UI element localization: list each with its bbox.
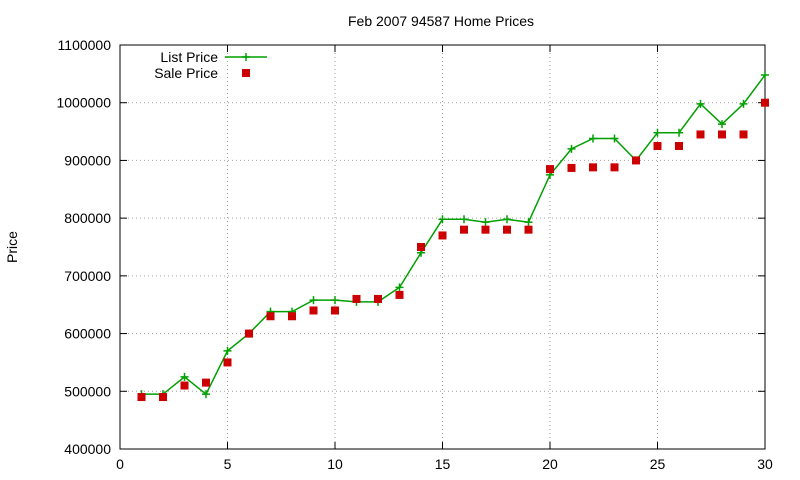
list-price-point — [202, 390, 210, 399]
sale-price-point — [180, 381, 189, 390]
sale-price-point — [567, 163, 576, 172]
x-tick-label: 15 — [435, 456, 451, 472]
sale-price-point — [761, 98, 769, 107]
list-price-point — [331, 296, 339, 305]
x-tick-label: 5 — [224, 456, 232, 472]
sale-price-point — [696, 130, 705, 139]
sale-price-point — [159, 393, 167, 402]
list-price-point — [739, 99, 748, 108]
list-price-point — [567, 144, 576, 153]
list-price-point — [589, 134, 597, 143]
y-axis-label: Price — [4, 231, 20, 263]
x-tick-label: 10 — [327, 456, 343, 472]
y-tick-label: 800000 — [64, 210, 111, 226]
list-price-line — [141, 74, 766, 396]
sale-price-point — [352, 294, 361, 303]
y-tick-label: 400000 — [64, 441, 111, 457]
sale-price-point — [438, 231, 447, 240]
list-price-point — [653, 128, 662, 137]
sale-price-point — [503, 225, 511, 234]
list-price-point — [718, 120, 726, 129]
sale-price-point — [223, 358, 232, 367]
list-price-point — [180, 372, 189, 381]
sale-price-point — [266, 312, 275, 321]
y-tick-label: 700000 — [64, 268, 111, 284]
sale-price-point — [245, 329, 253, 338]
sale-price-point — [481, 225, 490, 234]
y-tick-label: 500000 — [64, 383, 111, 399]
legend-cross-marker — [242, 53, 250, 61]
list-price-point — [524, 218, 533, 227]
legend-square-marker — [242, 69, 250, 77]
list-price-point — [761, 71, 769, 80]
sale-price-point — [417, 243, 425, 251]
series-list-price — [137, 71, 769, 399]
x-tick-label: 30 — [757, 456, 773, 472]
list-price-point — [696, 99, 705, 108]
x-tick-label: 20 — [542, 456, 558, 472]
y-tick-label: 1100000 — [58, 37, 112, 53]
sale-price-point — [288, 312, 296, 321]
list-price-point — [481, 218, 490, 227]
sale-price-point — [331, 306, 339, 315]
list-price-point — [309, 296, 318, 305]
sale-price-point — [739, 130, 748, 139]
sale-price-point — [202, 378, 210, 387]
sale-price-point — [374, 294, 382, 303]
sale-price-point — [589, 163, 597, 172]
x-tick-label: 25 — [650, 456, 666, 472]
chart-title: Feb 2007 94587 Home Prices — [348, 13, 534, 29]
axis-ticks: 0 5 10 15 20 25 30 400000 500000 600000 700000 8000… — [56, 37, 773, 472]
sale-price-point — [632, 156, 640, 165]
sale-price-point — [653, 142, 662, 150]
x-tick-label: 0 — [116, 456, 124, 472]
list-price-point — [610, 134, 619, 143]
sale-price-point — [675, 142, 683, 150]
sale-price-point — [718, 130, 726, 139]
sale-price-point — [610, 163, 619, 172]
y-tick-label: 600000 — [64, 326, 111, 342]
list-price-point — [460, 215, 468, 224]
y-tick-label: 1000000 — [56, 95, 111, 111]
list-price-point — [438, 215, 447, 224]
list-price-point — [223, 346, 232, 355]
list-price-point — [675, 128, 683, 137]
series-sale-price — [137, 98, 769, 402]
sale-price-point — [137, 393, 146, 402]
sale-price-point — [546, 165, 554, 174]
legend-label: List Price — [160, 49, 218, 65]
sale-price-point — [309, 306, 318, 315]
list-price-point — [395, 283, 404, 292]
grid — [120, 45, 765, 449]
y-tick-label: 900000 — [64, 152, 111, 168]
sale-price-point — [460, 225, 468, 234]
legend-label: Sale Price — [154, 65, 218, 81]
sale-price-point — [524, 225, 533, 234]
list-price-point — [503, 215, 511, 224]
series — [137, 71, 769, 402]
sale-price-point — [395, 290, 404, 299]
